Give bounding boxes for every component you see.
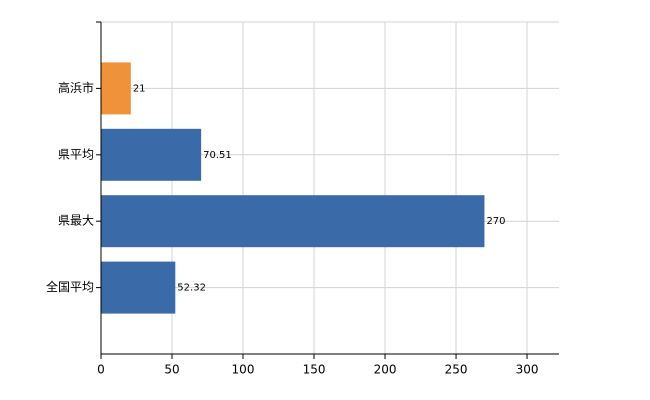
x-tick-label: 200: [374, 363, 397, 377]
value-label: 21: [133, 83, 146, 94]
bar: [101, 62, 131, 115]
x-tick-label: 50: [164, 363, 179, 377]
y-tick-label: 県最大: [58, 214, 94, 228]
value-label: 70.51: [203, 150, 232, 161]
y-tick-label: 全国平均: [46, 279, 94, 294]
x-tick-label: 300: [516, 363, 539, 377]
x-tick-label: 250: [445, 363, 468, 377]
y-tick-label: 県平均: [58, 147, 94, 161]
bar: [101, 195, 485, 248]
bar: [101, 261, 176, 314]
value-label: 270: [486, 216, 505, 227]
y-tick-label: 高浜市: [58, 80, 94, 95]
value-label: 52.32: [177, 283, 206, 294]
x-tick-label: 0: [97, 363, 105, 377]
bar: [101, 128, 202, 181]
x-tick-label: 100: [232, 363, 255, 377]
x-tick-label: 150: [303, 363, 326, 377]
